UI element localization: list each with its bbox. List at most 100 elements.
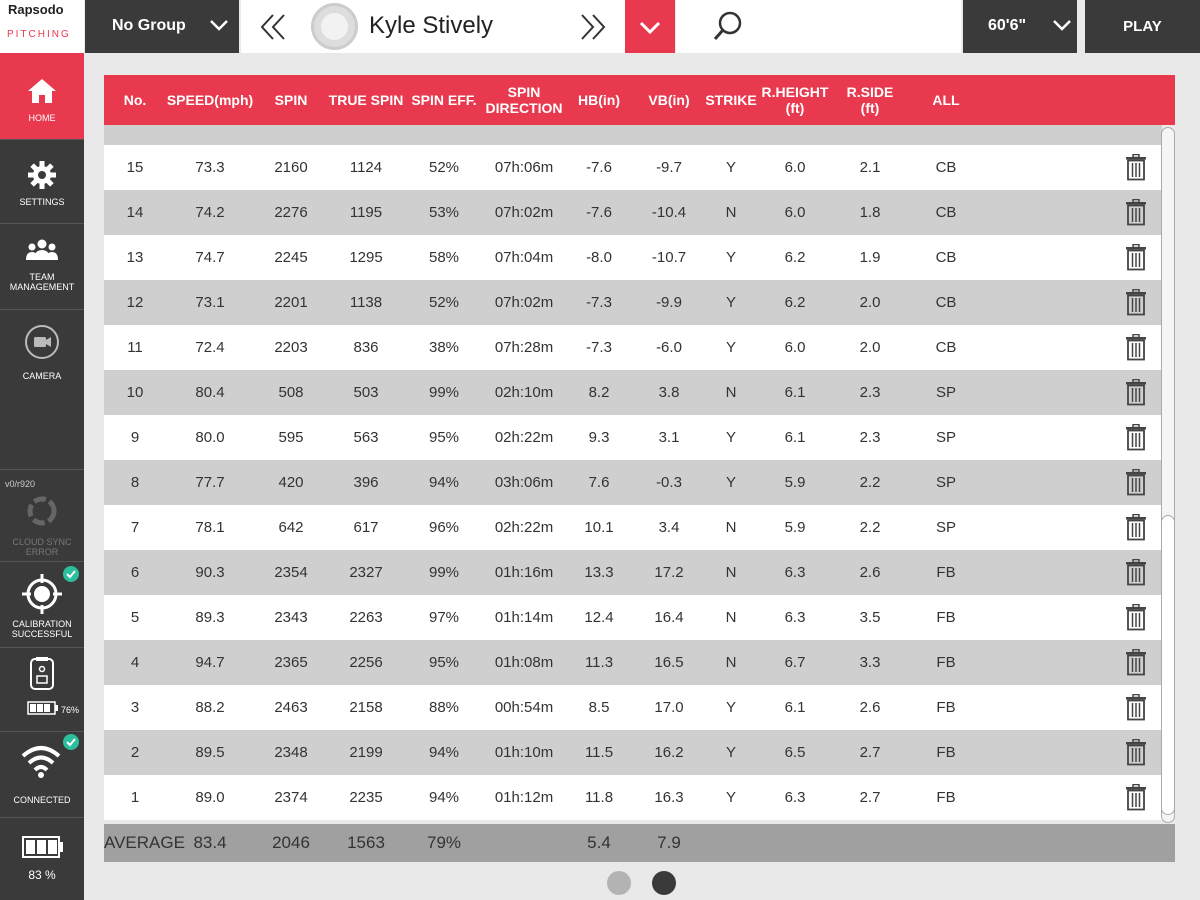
sidebar-item-home[interactable]: HOME [0, 53, 84, 139]
cell-type: FB [936, 699, 956, 716]
cell-vb: -9.9 [656, 294, 682, 311]
trash-icon[interactable] [1125, 739, 1147, 766]
col-header-spin[interactable]: SPIN [274, 92, 308, 108]
cell-hb: 11.3 [584, 654, 614, 671]
cell-speed: 77.7 [195, 474, 225, 491]
col-header-hb[interactable]: HB(in) [578, 92, 620, 108]
col-header-spin-eff[interactable]: SPIN EFF. [411, 92, 477, 108]
sidebar-label-home: HOME [28, 113, 56, 123]
cell-rs: 3.3 [859, 654, 881, 671]
average-speed: 83.4 [193, 833, 227, 852]
cell-hb: 10.1 [584, 519, 614, 536]
distance-select[interactable]: 60'6" [963, 0, 1077, 53]
trash-icon[interactable] [1125, 199, 1147, 226]
table-row[interactable]: 7 78.1 642 617 96% 02h:22m 10.1 3.4 N 5.9 2.2 SP [104, 505, 1162, 550]
page-dot-1[interactable] [607, 871, 631, 895]
col-header-no[interactable]: No. [123, 92, 147, 108]
logo-brand: Rapsodo [8, 2, 64, 17]
cloud-sync-icon [27, 496, 57, 526]
col-header-true-spin[interactable]: TRUE SPIN [328, 92, 404, 108]
trash-icon[interactable] [1125, 469, 1147, 496]
scrollbar-thumb[interactable] [1161, 515, 1175, 815]
table-row[interactable]: 10 80.4 508 503 99% 02h:10m 8.2 3.8 N 6.1 2.3 SP [104, 370, 1162, 415]
trash-icon[interactable] [1125, 649, 1147, 676]
cell-true-spin: 396 [353, 474, 379, 491]
trash-icon[interactable] [1125, 514, 1147, 541]
col-header-spin-direction[interactable]: SPIN DIRECTION [484, 75, 564, 125]
page-dot-2[interactable] [652, 871, 676, 895]
table-row[interactable]: 8 77.7 420 396 94% 03h:06m 7.6 -0.3 Y 5.9 2.2 SP [104, 460, 1162, 505]
table-body[interactable]: 15 73.3 2160 1124 52% 07h:06m -7.6 -9.7 Y 6.0 2.1 C… [104, 125, 1162, 895]
play-button[interactable]: PLAY [1085, 0, 1200, 53]
sidebar-item-camera[interactable]: CAMERA [0, 310, 84, 390]
table-row[interactable]: 1 89.0 2374 2235 94% 01h:12m 11.8 16.3 Y 6.3 2.7 FB [104, 775, 1162, 820]
cell-speed: 80.0 [195, 429, 225, 446]
sidebar-item-team-management[interactable]: TEAM MANAGEMENT [0, 224, 84, 308]
cell-rh: 6.5 [784, 744, 806, 761]
cell-dir: 02h:22m [494, 429, 554, 446]
trash-icon[interactable] [1125, 424, 1147, 451]
col-header-strike[interactable]: STRIKE [705, 92, 757, 108]
cell-type: CB [935, 294, 957, 311]
table-row[interactable]: 2 89.5 2348 2199 94% 01h:10m 11.5 16.2 Y 6.5 2.7 FB [104, 730, 1162, 775]
cell-dir: 01h:16m [494, 564, 554, 581]
cell-true-spin: 1124 [349, 159, 383, 176]
table-row[interactable]: 12 73.1 2201 1138 52% 07h:02m -7.3 -9.9 Y 6.2 2.0 C… [104, 280, 1162, 325]
sidebar-item-settings[interactable]: SETTINGS [0, 140, 84, 222]
trash-icon[interactable] [1125, 694, 1147, 721]
trash-icon[interactable] [1125, 559, 1147, 586]
cell-spin: 2203 [274, 339, 308, 356]
cell-hb: 13.3 [584, 564, 614, 581]
next-player-icon[interactable] [577, 12, 607, 42]
cell-rh: 5.9 [784, 474, 806, 491]
gear-icon [28, 161, 56, 189]
table-row[interactable]: 15 73.3 2160 1124 52% 07h:06m -7.6 -9.7 Y 6.0 2.1 C… [104, 145, 1162, 190]
table-row[interactable]: 14 74.2 2276 1195 53% 07h:02m -7.6 -10.4 N 6.0 1.8… [104, 190, 1162, 235]
col-header-release-height[interactable]: R.HEIGHT (ft) [758, 75, 832, 125]
cell-no: 2 [130, 744, 140, 761]
table-row[interactable]: 9 80.0 595 563 95% 02h:22m 9.3 3.1 Y 6.1 2.3 SP [104, 415, 1162, 460]
player-dropdown-button[interactable] [625, 0, 675, 53]
table-row[interactable]: 4 94.7 2365 2256 95% 01h:08m 11.3 16.5 N 6.7 3.3 FB [104, 640, 1162, 685]
previous-player-icon[interactable] [259, 12, 289, 42]
cell-true-spin: 1195 [349, 204, 383, 221]
chevron-down-icon [210, 20, 228, 31]
cell-rs: 2.6 [859, 699, 881, 716]
player-name: Kyle Stively [369, 12, 494, 39]
cell-no: 9 [130, 429, 140, 446]
trash-icon[interactable] [1125, 604, 1147, 631]
average-spin-eff: 79% [426, 833, 462, 852]
cell-spin: 2160 [274, 159, 308, 176]
cell-true-spin: 503 [353, 384, 379, 401]
trash-icon[interactable] [1125, 379, 1147, 406]
cell-speed: 74.7 [195, 249, 225, 266]
cell-speed: 72.4 [195, 339, 225, 356]
cell-hb: -7.6 [586, 159, 612, 176]
connection-status[interactable]: CONNECTED [0, 732, 84, 816]
col-header-release-side[interactable]: R.SIDE (ft) [832, 75, 908, 125]
trash-icon[interactable] [1125, 784, 1147, 811]
cell-dir: 07h:04m [494, 249, 554, 266]
trash-icon[interactable] [1125, 334, 1147, 361]
sidebar-label-management: MANAGEMENT [9, 282, 75, 292]
col-header-all[interactable]: ALL [932, 92, 960, 108]
trash-icon[interactable] [1125, 289, 1147, 316]
trash-icon[interactable] [1125, 154, 1147, 181]
cell-hb: 11.8 [584, 789, 614, 806]
table-row[interactable]: 11 72.4 2203 836 38% 07h:28m -7.3 -6.0 Y 6.0 2.0 CB [104, 325, 1162, 370]
col-header-vb[interactable]: VB(in) [648, 92, 690, 108]
calibration-status[interactable]: CALIBRATION SUCCESSFUL [0, 562, 84, 646]
cell-hb: -7.6 [586, 204, 612, 221]
search-button[interactable] [676, 0, 961, 53]
cell-true-spin: 2256 [349, 654, 383, 671]
table-row[interactable]: 6 90.3 2354 2327 99% 01h:16m 13.3 17.2 N 6.3 2.6 FB [104, 550, 1162, 595]
group-select[interactable]: No Group [85, 0, 239, 53]
table-row[interactable]: 13 74.7 2245 1295 58% 07h:04m -8.0 -10.7 Y 6.2 1.9… [104, 235, 1162, 280]
trash-icon[interactable] [1125, 244, 1147, 271]
cell-rs: 1.8 [859, 204, 881, 221]
table-row[interactable]: 5 89.3 2343 2263 97% 01h:14m 12.4 16.4 N 6.3 3.5 FB [104, 595, 1162, 640]
table-row[interactable]: 3 88.2 2463 2158 88% 00h:54m 8.5 17.0 Y 6.1 2.6 FB [104, 685, 1162, 730]
search-icon [713, 11, 742, 40]
col-header-speed[interactable]: SPEED(mph) [166, 92, 254, 108]
check-icon [63, 566, 79, 582]
